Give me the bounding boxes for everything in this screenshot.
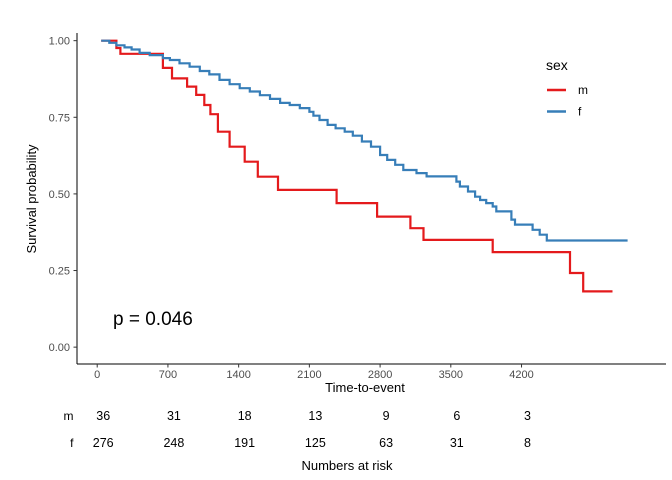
legend: sex m f: [546, 57, 588, 119]
risk-table: m f Numbers at risk: [64, 409, 394, 473]
x-tick-label: 2800: [368, 369, 392, 381]
survival-curve-m: [101, 39, 613, 293]
risk-count-f-3500: 31: [450, 436, 464, 450]
y-tick-label: 0.75: [49, 112, 70, 124]
risk-count-m-0: 36: [96, 409, 110, 423]
risk-row-label-m: m: [64, 409, 74, 423]
y-tick-label: 0.50: [49, 189, 70, 201]
risk-count-m-3500: 6: [453, 409, 460, 423]
risk-count-f-4200: 8: [524, 436, 531, 450]
risk-count-m-700: 31: [167, 409, 181, 423]
x-tick-label: 0: [94, 369, 100, 381]
x-tick-label: 700: [159, 369, 177, 381]
risk-count-f-2800: 63: [379, 436, 393, 450]
risk-count-f-0: 276: [93, 436, 114, 450]
p-value-annotation: p = 0.046: [113, 309, 193, 330]
risk-count-f-2100: 125: [305, 436, 326, 450]
x-axis-title: Time-to-event: [325, 380, 405, 395]
risk-count-m-1400: 18: [238, 409, 252, 423]
risk-count-f-1400: 191: [234, 436, 255, 450]
risk-count-f-700: 248: [163, 436, 184, 450]
risk-row-label-f: f: [70, 436, 74, 450]
chart-layer: 0 700 1400 2100 2800 3500 4200 0.00 0.25 0.50 0.75…: [49, 33, 666, 450]
x-tick-label: 1400: [226, 369, 250, 381]
survival-curve-f: [101, 39, 628, 242]
risk-table-title: Numbers at risk: [301, 458, 393, 473]
risk-count-m-2800: 9: [383, 409, 390, 423]
y-axis-title: Survival probability: [24, 144, 39, 254]
legend-label-f: f: [578, 105, 582, 119]
y-tick-label: 0.00: [49, 342, 70, 354]
x-tick-label: 4200: [509, 369, 533, 381]
y-tick-label: 1.00: [49, 36, 70, 48]
legend-title: sex: [546, 57, 568, 73]
x-tick-label: 2100: [297, 369, 321, 381]
y-tick-label: 0.25: [49, 266, 70, 278]
x-tick-label: 3500: [439, 369, 463, 381]
legend-label-m: m: [578, 83, 588, 97]
risk-count-m-2100: 13: [308, 409, 322, 423]
risk-count-m-4200: 3: [524, 409, 531, 423]
